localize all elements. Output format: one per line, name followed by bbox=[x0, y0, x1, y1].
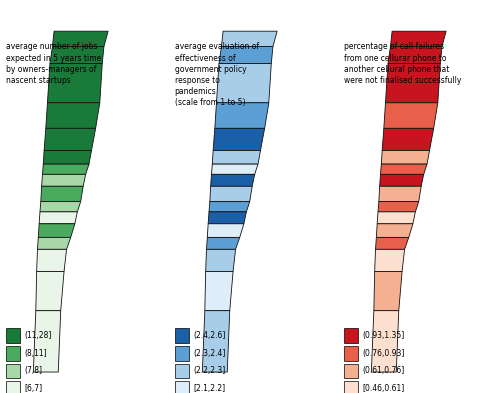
Polygon shape bbox=[36, 272, 64, 311]
Polygon shape bbox=[39, 212, 78, 224]
Text: (0.76,0.93]: (0.76,0.93] bbox=[362, 349, 405, 358]
Polygon shape bbox=[210, 186, 252, 202]
Polygon shape bbox=[206, 237, 240, 249]
Polygon shape bbox=[205, 272, 233, 311]
Polygon shape bbox=[384, 103, 438, 129]
Bar bbox=[174, 364, 190, 378]
Text: (8,11]: (8,11] bbox=[24, 349, 48, 358]
Text: (11,28]: (11,28] bbox=[24, 331, 52, 340]
Bar bbox=[6, 346, 20, 360]
Bar bbox=[6, 328, 20, 343]
Bar bbox=[344, 328, 358, 343]
Polygon shape bbox=[378, 202, 418, 212]
Polygon shape bbox=[377, 212, 416, 224]
Bar bbox=[174, 346, 190, 360]
Polygon shape bbox=[208, 224, 244, 237]
Bar bbox=[344, 381, 358, 393]
Polygon shape bbox=[212, 151, 260, 164]
Polygon shape bbox=[372, 311, 399, 372]
Polygon shape bbox=[212, 164, 258, 174]
Text: [2.1,2.2]: [2.1,2.2] bbox=[194, 384, 226, 393]
Polygon shape bbox=[206, 249, 236, 272]
Polygon shape bbox=[208, 212, 246, 224]
Polygon shape bbox=[42, 164, 89, 174]
Polygon shape bbox=[222, 31, 277, 46]
Polygon shape bbox=[376, 224, 413, 237]
Polygon shape bbox=[213, 129, 264, 151]
Bar bbox=[6, 364, 20, 378]
Polygon shape bbox=[44, 151, 92, 164]
Polygon shape bbox=[34, 311, 60, 372]
Polygon shape bbox=[376, 237, 408, 249]
Text: percentage of call failures
from one cellurar phone to
another cellural phone th: percentage of call failures from one cel… bbox=[344, 42, 461, 85]
Polygon shape bbox=[50, 46, 104, 64]
Polygon shape bbox=[52, 31, 108, 46]
Polygon shape bbox=[215, 103, 269, 129]
Polygon shape bbox=[36, 249, 66, 272]
Polygon shape bbox=[379, 186, 421, 202]
Polygon shape bbox=[390, 31, 446, 46]
Bar bbox=[174, 381, 190, 393]
Text: [0.46,0.61]: [0.46,0.61] bbox=[362, 384, 405, 393]
Polygon shape bbox=[38, 237, 70, 249]
Polygon shape bbox=[40, 202, 80, 212]
Polygon shape bbox=[209, 202, 250, 212]
Polygon shape bbox=[42, 174, 86, 186]
Polygon shape bbox=[382, 129, 434, 151]
Polygon shape bbox=[219, 46, 273, 64]
Text: average evaluation of
effectiveness of
government policy
response to
pandemics
(: average evaluation of effectiveness of g… bbox=[174, 42, 258, 107]
Polygon shape bbox=[44, 129, 96, 151]
Text: (2.4,2.6]: (2.4,2.6] bbox=[194, 331, 226, 340]
Bar bbox=[174, 328, 190, 343]
Polygon shape bbox=[374, 272, 402, 311]
Text: (0.61,0.76]: (0.61,0.76] bbox=[362, 366, 405, 375]
Polygon shape bbox=[38, 224, 75, 237]
Text: average number of jobs
expected in 5 years time
by owners-managers of
nascent st: average number of jobs expected in 5 yea… bbox=[6, 42, 101, 85]
Polygon shape bbox=[46, 103, 100, 129]
Polygon shape bbox=[216, 64, 272, 103]
Polygon shape bbox=[374, 249, 404, 272]
Polygon shape bbox=[382, 151, 430, 164]
Text: [6,7]: [6,7] bbox=[24, 384, 43, 393]
Bar bbox=[344, 346, 358, 360]
Polygon shape bbox=[388, 46, 442, 64]
Text: (2.2,2.3]: (2.2,2.3] bbox=[194, 366, 226, 375]
Polygon shape bbox=[380, 174, 424, 186]
Bar bbox=[6, 381, 20, 393]
Polygon shape bbox=[48, 64, 102, 103]
Polygon shape bbox=[210, 174, 254, 186]
Polygon shape bbox=[380, 164, 427, 174]
Text: (0.93,1.35]: (0.93,1.35] bbox=[362, 331, 405, 340]
Polygon shape bbox=[41, 186, 83, 202]
Polygon shape bbox=[386, 64, 440, 103]
Text: (2.3,2.4]: (2.3,2.4] bbox=[194, 349, 226, 358]
Bar bbox=[344, 364, 358, 378]
Text: (7,8]: (7,8] bbox=[24, 366, 42, 375]
Polygon shape bbox=[202, 311, 230, 372]
